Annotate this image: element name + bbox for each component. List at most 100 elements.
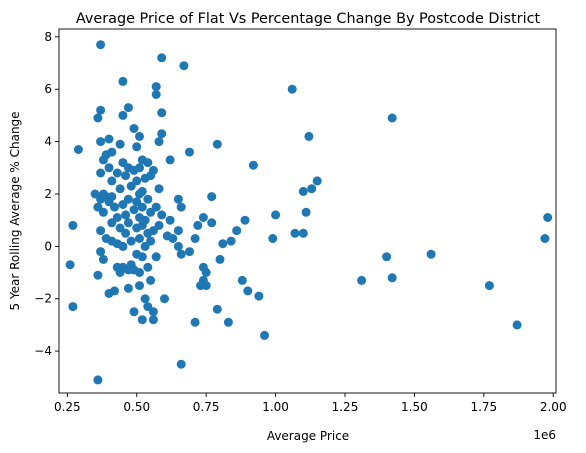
- y-tick-label: 0: [44, 239, 52, 253]
- data-point: [201, 268, 211, 277]
- data-point: [157, 210, 167, 220]
- data-point: [307, 184, 317, 194]
- data-point: [129, 307, 139, 317]
- data-point: [112, 168, 122, 178]
- data-point: [215, 254, 225, 264]
- data-point: [146, 236, 156, 246]
- data-point: [512, 320, 522, 330]
- x-tick-label: 0.50: [123, 400, 150, 414]
- data-point: [135, 268, 144, 277]
- data-point: [223, 317, 233, 327]
- data-point: [123, 218, 133, 228]
- data-point: [118, 241, 128, 251]
- data-point: [157, 53, 167, 63]
- x-axis-ticks: 0.25 0.50 0.75 1.00 1.25 1.50 1.75 2.00: [54, 393, 567, 414]
- data-point: [118, 110, 128, 120]
- x-axis-label: Average Price: [267, 429, 349, 443]
- data-point: [135, 234, 144, 243]
- data-point: [160, 294, 169, 304]
- data-point: [240, 215, 250, 225]
- data-point: [96, 105, 106, 115]
- data-point: [176, 359, 186, 369]
- data-point: [143, 158, 153, 168]
- data-point: [243, 286, 253, 296]
- data-point: [146, 275, 156, 285]
- data-point: [132, 197, 142, 207]
- data-point: [212, 139, 222, 149]
- data-point: [107, 147, 117, 157]
- data-point: [173, 226, 183, 236]
- x-tick-label: 0.25: [54, 400, 81, 414]
- x-tick-label: 1.25: [332, 400, 359, 414]
- data-point: [123, 283, 133, 293]
- data-point: [93, 270, 103, 280]
- data-point: [104, 163, 114, 173]
- data-point: [212, 304, 222, 314]
- data-point: [93, 375, 103, 385]
- data-point: [121, 210, 131, 220]
- data-point: [132, 142, 142, 152]
- data-point: [207, 218, 217, 228]
- data-point: [298, 228, 308, 238]
- x-tick-label: 1.00: [262, 400, 289, 414]
- data-point: [151, 82, 161, 92]
- data-point: [484, 281, 494, 291]
- data-point: [185, 247, 194, 257]
- data-point: [140, 215, 150, 225]
- y-tick-label: 2: [44, 187, 52, 201]
- x-tick-label: 0.75: [193, 400, 220, 414]
- data-point: [148, 307, 158, 317]
- data-point: [382, 252, 392, 262]
- data-point: [154, 137, 164, 147]
- data-point: [190, 317, 200, 327]
- data-point: [140, 294, 150, 304]
- data-point: [165, 215, 175, 225]
- data-point: [179, 61, 189, 71]
- data-point: [298, 186, 308, 196]
- y-tick-label: 8: [44, 30, 52, 44]
- data-point: [268, 234, 278, 243]
- data-point: [137, 252, 147, 262]
- data-point: [98, 254, 108, 264]
- data-point: [301, 207, 311, 217]
- y-axis-label: 5 Year Rolling Average % Change: [8, 111, 22, 310]
- x-tick-label: 1.50: [401, 400, 428, 414]
- data-point: [135, 131, 144, 141]
- data-point: [260, 330, 269, 340]
- data-point: [173, 241, 183, 251]
- data-point: [93, 113, 103, 123]
- data-point: [135, 281, 144, 291]
- plot-frame: [58, 28, 557, 394]
- data-point: [312, 176, 322, 186]
- data-point: [68, 220, 78, 230]
- data-point: [98, 207, 108, 217]
- data-point: [96, 40, 106, 50]
- data-point: [207, 192, 217, 202]
- data-point: [176, 249, 186, 259]
- x-axis-offset-label: 1e6: [533, 428, 556, 442]
- data-point: [304, 131, 314, 141]
- data-point: [96, 226, 106, 236]
- data-point: [135, 163, 144, 173]
- data-point: [104, 134, 114, 144]
- data-point: [65, 260, 75, 270]
- data-point: [387, 113, 397, 123]
- data-point: [248, 160, 258, 170]
- data-points: [65, 40, 553, 385]
- data-point: [232, 226, 242, 236]
- data-point: [157, 129, 167, 139]
- y-tick-label: −4: [34, 344, 52, 358]
- data-point: [148, 165, 158, 175]
- data-point: [126, 236, 136, 246]
- data-point: [151, 252, 161, 262]
- data-point: [201, 281, 211, 291]
- data-point: [143, 262, 153, 272]
- data-point: [226, 236, 236, 246]
- data-point: [190, 234, 200, 243]
- y-tick-label: −2: [34, 292, 52, 306]
- data-point: [218, 239, 228, 249]
- data-point: [110, 286, 119, 296]
- data-point: [154, 220, 164, 230]
- data-point: [123, 194, 133, 204]
